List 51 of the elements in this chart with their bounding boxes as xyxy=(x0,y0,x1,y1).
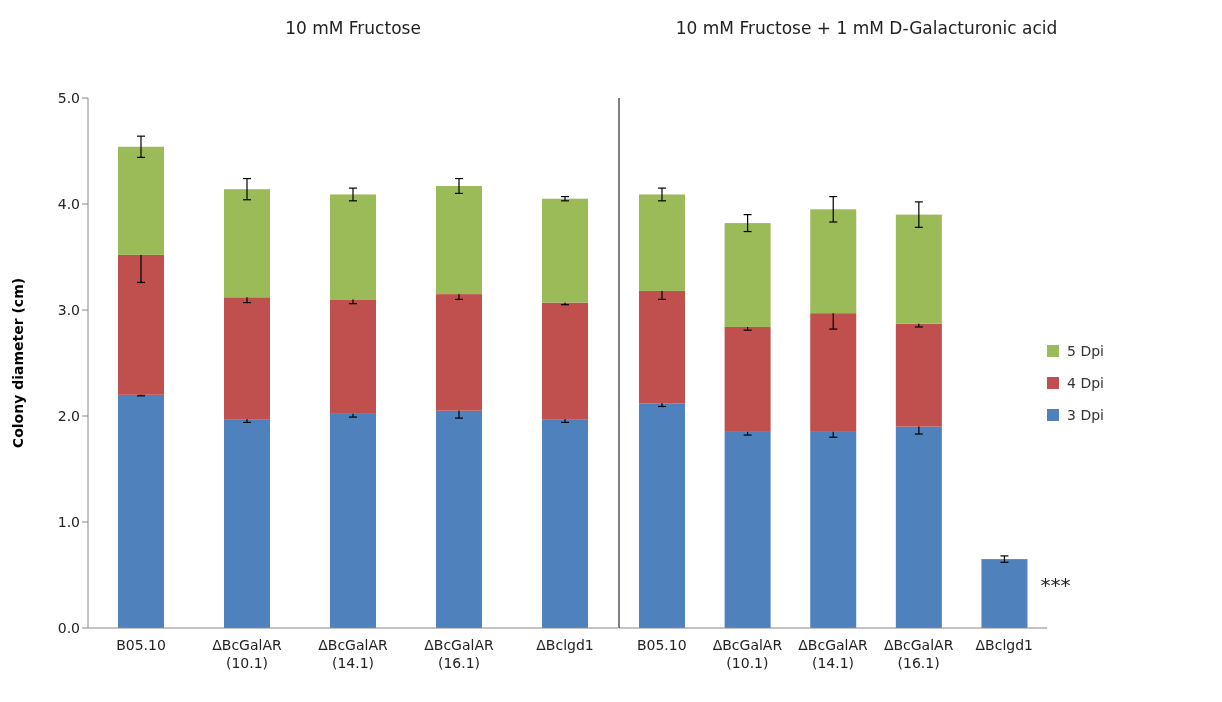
bar xyxy=(224,189,270,298)
bar xyxy=(436,294,482,411)
bar xyxy=(724,326,771,432)
bar xyxy=(224,419,270,628)
bar xyxy=(810,431,857,628)
x-tick-label: ΔBcGalAR (14.1) xyxy=(798,637,869,671)
bar xyxy=(810,209,857,314)
x-tick-label: ΔBcGalAR (16.1) xyxy=(424,637,495,671)
y-tick-label: 1.0 xyxy=(57,513,80,530)
bar xyxy=(639,290,685,404)
bar xyxy=(639,403,685,628)
bar xyxy=(895,323,942,427)
bar xyxy=(542,302,588,420)
bar xyxy=(981,559,1028,628)
bar xyxy=(330,413,376,628)
bar xyxy=(118,146,164,255)
x-tick-label: ΔBcGalAR (14.1) xyxy=(318,637,389,671)
legend-label: 4 Dpi xyxy=(1067,375,1104,391)
bar xyxy=(224,297,270,420)
bar xyxy=(639,194,685,291)
bar xyxy=(724,223,771,327)
x-tick-label: ΔBcGalAR (16.1) xyxy=(883,637,954,671)
bar xyxy=(724,431,771,628)
bar xyxy=(542,419,588,628)
bar xyxy=(810,313,857,432)
bar xyxy=(436,185,482,295)
bar xyxy=(118,394,164,628)
bar xyxy=(330,194,376,300)
chart-title: 10 mM Fructose xyxy=(284,17,422,40)
bar xyxy=(118,254,164,395)
legend-label: 5 Dpi xyxy=(1067,343,1104,359)
bar xyxy=(542,198,588,303)
x-tick-label: B05.10 xyxy=(636,637,687,653)
x-tick-label: ΔBclgd1 xyxy=(536,637,594,653)
x-tick-label: ΔBcGalAR (10.1) xyxy=(712,637,783,671)
y-axis-title: Colony diameter (cm) xyxy=(9,277,26,449)
bar xyxy=(436,410,482,628)
y-tick-label: 2.0 xyxy=(57,407,80,424)
y-tick-label: 4.0 xyxy=(57,195,80,212)
y-tick-label: 3.0 xyxy=(57,301,80,318)
bar xyxy=(895,426,942,628)
bar xyxy=(895,214,942,324)
legend-label: 3 Dpi xyxy=(1067,407,1104,423)
x-tick-label: B05.10 xyxy=(116,637,166,653)
x-tick-label: ΔBclgd1 xyxy=(975,637,1033,653)
x-tick-label: ΔBcGalAR (10.1) xyxy=(212,637,283,671)
y-tick-label: 0.0 xyxy=(57,619,80,636)
y-tick-label: 5.0 xyxy=(57,89,80,106)
annotation: *** xyxy=(1040,573,1071,597)
chart-title: 10 mM Fructose + 1 mM D-Galacturonic acid xyxy=(674,17,1059,40)
bar xyxy=(330,299,376,414)
